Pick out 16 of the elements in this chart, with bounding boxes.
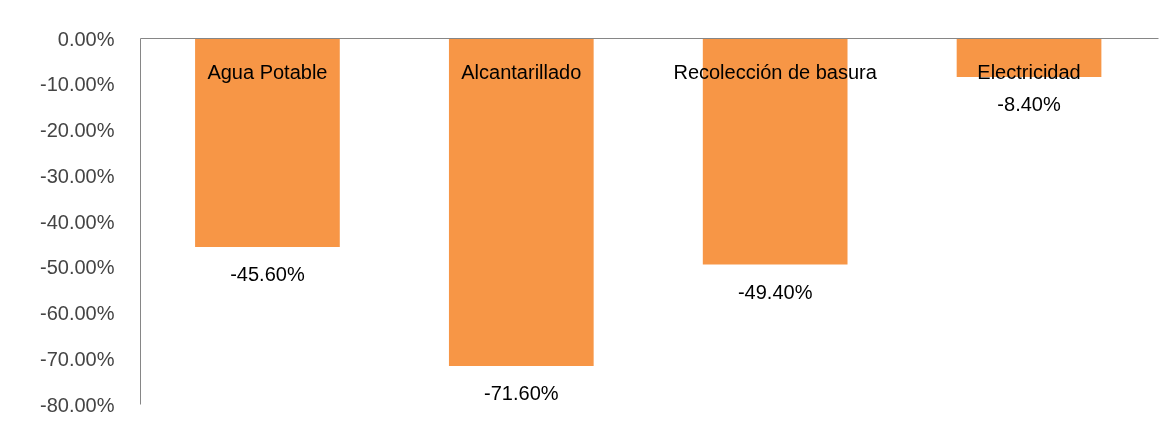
y-tick-label: -80.00%	[40, 393, 115, 416]
x-tick-label: Agua Potable	[207, 60, 328, 83]
y-tick-label: 0.00%	[57, 27, 115, 50]
y-tick-label: -40.00%	[40, 210, 115, 233]
y-tick-label: -60.00%	[40, 302, 115, 324]
y-tick-label: -70.00%	[40, 347, 115, 370]
data-label: -71.60%	[484, 382, 559, 405]
data-label: -49.40%	[737, 280, 813, 303]
data-label: -45.60%	[230, 263, 305, 286]
x-tick-label: Alcantarillado	[461, 60, 582, 83]
data-label: -8.40%	[997, 92, 1061, 115]
y-tick-label: -10.00%	[40, 73, 115, 96]
y-tick-label: -50.00%	[40, 256, 115, 279]
x-tick-label: Electricidad	[977, 60, 1081, 83]
y-tick-label: -30.00%	[40, 164, 115, 187]
y-tick-label: -20.00%	[40, 119, 115, 141]
